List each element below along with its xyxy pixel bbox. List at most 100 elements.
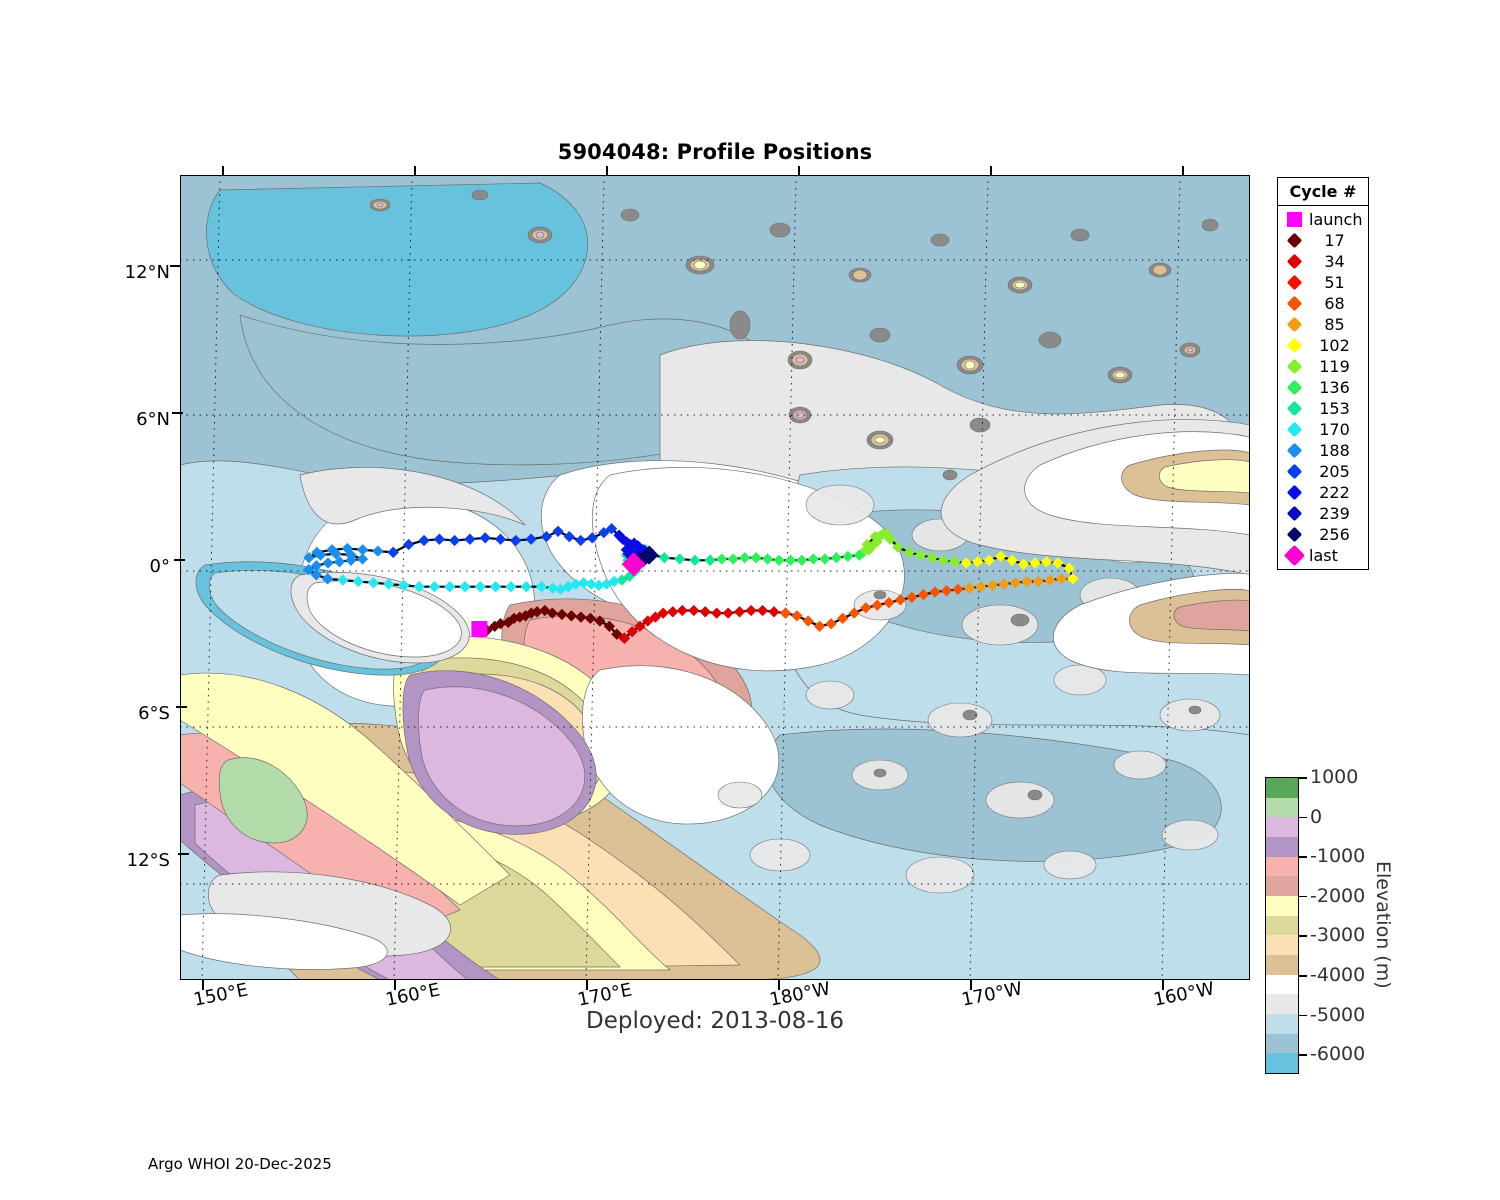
legend-item-launch[interactable]: launch (1278, 209, 1368, 230)
x-tick-top-160w (1182, 166, 1184, 176)
profile-marker (459, 581, 471, 593)
profile-marker (667, 606, 679, 618)
profile-marker (998, 578, 1010, 590)
profile-marker (510, 534, 522, 547)
legend-title: Cycle # (1278, 178, 1368, 206)
profile-marker (1009, 577, 1022, 589)
legend-item-85[interactable]: 85 (1278, 314, 1368, 335)
profile-marker (917, 589, 930, 601)
legend-item-153[interactable]: 153 (1278, 398, 1368, 419)
profile-marker (1067, 573, 1079, 585)
profile-marker (554, 583, 567, 596)
profile-marker (830, 552, 843, 564)
legend-marker-last-icon (1283, 544, 1305, 567)
profile-marker (688, 604, 700, 617)
legend-marker-17-icon (1283, 232, 1305, 249)
profile-marker (605, 523, 618, 535)
profile-marker (341, 542, 354, 555)
legend-item-170[interactable]: 170 (1278, 419, 1368, 440)
profile-marker (594, 615, 606, 627)
colorbar-band-9 (1266, 955, 1298, 975)
profile-marker (860, 602, 872, 614)
map-plot-area[interactable] (180, 175, 1250, 980)
colorbar-band-10 (1266, 974, 1298, 995)
legend-item-188[interactable]: 188 (1278, 440, 1368, 461)
x-tick-170w (970, 980, 972, 990)
profile-marker (952, 583, 964, 596)
legend-item-256[interactable]: 256 (1278, 524, 1368, 545)
colorbar-band-12 (1266, 1014, 1298, 1034)
profile-marker (949, 556, 961, 568)
legend-marker-51-icon (1283, 274, 1305, 291)
x-tick-label-150e: 150°E (192, 979, 250, 1011)
profile-marker (807, 553, 820, 565)
profile-marker (1006, 554, 1018, 566)
legend-marker-119-icon (1283, 358, 1305, 375)
profile-marker (552, 525, 564, 537)
float-trajectory (303, 523, 1079, 644)
legend-marker-34-icon (1283, 253, 1305, 270)
legend-item-34[interactable]: 34 (1278, 251, 1368, 272)
profile-marker (1017, 558, 1030, 570)
y-tick-0 (174, 559, 185, 561)
legend-item-102[interactable]: 102 (1278, 335, 1368, 356)
profile-marker (848, 607, 860, 619)
legend-label: 34 (1324, 252, 1345, 271)
x-tick-top-180w (798, 166, 800, 176)
profile-marker (963, 582, 976, 594)
colorbar-tick-6 (1299, 1014, 1307, 1017)
legend-item-last[interactable]: last (1278, 544, 1368, 567)
profile-marker (791, 610, 803, 622)
profile-marker (616, 574, 628, 586)
profile-marker (464, 533, 476, 545)
colorbar-band-5 (1266, 876, 1298, 897)
profile-marker (983, 554, 995, 566)
profile-marker (531, 606, 543, 618)
y-tick-label-0: 0° (149, 556, 170, 577)
colorbar-tick-0 (1299, 777, 1307, 779)
colorbar-tick-label: -5000 (1310, 1003, 1366, 1026)
legend-item-68[interactable]: 68 (1278, 293, 1368, 314)
x-tick-180w (778, 980, 780, 990)
profile-marker (586, 532, 598, 544)
x-tick-label-170e: 170°E (576, 979, 634, 1011)
legend-label: 153 (1319, 399, 1350, 418)
profile-marker (960, 557, 972, 569)
profile-marker (842, 550, 854, 563)
deployed-date: Deployed: 2013-08-16 (585, 1008, 844, 1034)
colorbar-band-4 (1266, 856, 1298, 877)
legend-item-136[interactable]: 136 (1278, 377, 1368, 398)
x-tick-170e (586, 980, 588, 990)
legend-item-205[interactable]: 205 (1278, 461, 1368, 482)
legend-marker-188-icon (1283, 442, 1305, 459)
profile-marker (489, 581, 502, 593)
cycle-legend[interactable]: Cycle # launch 17 34 51 68 85 102 119 136 153 170 1… (1277, 177, 1369, 570)
colorbar-tick-label: -4000 (1310, 964, 1366, 986)
profile-marker (649, 611, 662, 623)
profile-marker (310, 569, 322, 581)
profile-marker (333, 556, 346, 568)
profile-marker (986, 579, 999, 592)
profile-marker (428, 581, 441, 593)
legend-item-239[interactable]: 239 (1278, 503, 1368, 524)
profile-marker (356, 553, 369, 565)
legend-item-119[interactable]: 119 (1278, 356, 1368, 377)
legend-label: 119 (1319, 357, 1350, 376)
profile-marker (505, 581, 517, 593)
profile-marker (618, 632, 631, 644)
legend-item-17[interactable]: 17 (1278, 230, 1368, 251)
legend-item-222[interactable]: 222 (1278, 482, 1368, 503)
profile-marker (352, 575, 364, 588)
legend-item-51[interactable]: 51 (1278, 272, 1368, 293)
legend-label: 51 (1324, 273, 1345, 292)
colorbar-band-7 (1266, 915, 1298, 936)
y-tick-6n (172, 412, 183, 414)
legend-marker-205-icon (1283, 463, 1305, 480)
y-tick-label-12s: 12°S (126, 850, 170, 871)
profile-marker (914, 549, 927, 561)
legend-marker-85-icon (1283, 316, 1305, 333)
profile-marker (784, 554, 797, 566)
profile-marker (1040, 556, 1053, 568)
profile-marker (383, 578, 395, 590)
colorbar-tick-label: -1000 (1310, 845, 1366, 868)
